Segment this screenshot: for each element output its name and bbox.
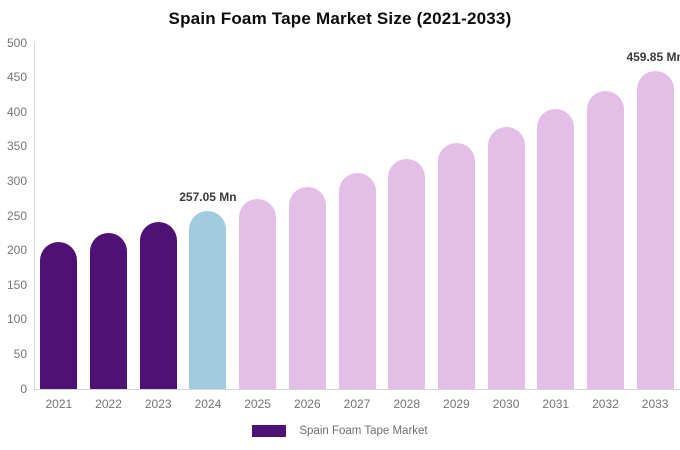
legend-swatch	[252, 425, 287, 437]
bar-2026	[288, 186, 326, 389]
bar-2022	[90, 232, 128, 389]
bar-value-label: 459.85 Mn	[626, 49, 680, 64]
y-axis-tick-label: 100	[6, 312, 27, 327]
chart-title: Spain Foam Tape Market Size (2021-2033)	[168, 9, 512, 28]
y-axis-tick-label: 250	[6, 208, 27, 223]
bar-2027	[338, 173, 376, 389]
y-axis-tick-label: 300	[6, 173, 27, 188]
y-axis-tick-label: 50	[13, 346, 27, 361]
x-axis-tick-label: 2027	[343, 397, 371, 411]
bar-2030	[487, 126, 525, 389]
bar-2021	[40, 242, 78, 389]
y-axis-tick-label: 200	[6, 243, 27, 258]
bar-value-label: 257.05 Mn	[179, 190, 237, 205]
bar-2033	[636, 70, 674, 389]
bar-2031	[537, 109, 575, 389]
x-axis-tick-label: 2029	[443, 397, 470, 411]
x-axis-tick-label: 2021	[45, 397, 73, 411]
x-axis-tick-label: 2028	[393, 397, 421, 411]
x-axis-tick-label: 2024	[194, 397, 222, 411]
x-axis-tick-label: 2031	[542, 397, 570, 411]
y-axis-tick-label: 450	[6, 70, 27, 85]
legend-label: Spain Foam Tape Market	[299, 425, 428, 437]
legend: Spain Foam Tape Market	[0, 425, 680, 437]
y-axis-tick-label: 0	[20, 381, 27, 396]
y-axis-tick-label: 350	[6, 139, 27, 154]
bar-2024	[189, 211, 227, 389]
bar-2023	[139, 222, 177, 389]
x-axis-tick-label: 2022	[95, 397, 122, 411]
y-axis-tick-label: 500	[6, 35, 27, 50]
x-axis-tick-label: 2030	[492, 397, 520, 411]
x-axis-tick-label: 2026	[293, 397, 321, 411]
y-axis-tick-label: 150	[6, 277, 27, 292]
y-axis-tick-label: 400	[6, 104, 27, 119]
x-axis-line	[34, 389, 680, 390]
y-axis-line	[34, 43, 35, 389]
bar-2029	[437, 143, 475, 389]
x-axis-tick-label: 2033	[641, 397, 669, 411]
bar-2025	[239, 199, 277, 389]
x-axis-tick-label: 2023	[144, 397, 172, 411]
bar-2032	[586, 90, 624, 389]
x-axis-tick-label: 2025	[244, 397, 271, 411]
x-axis-tick-label: 2032	[592, 397, 619, 411]
bar-2028	[388, 158, 426, 389]
